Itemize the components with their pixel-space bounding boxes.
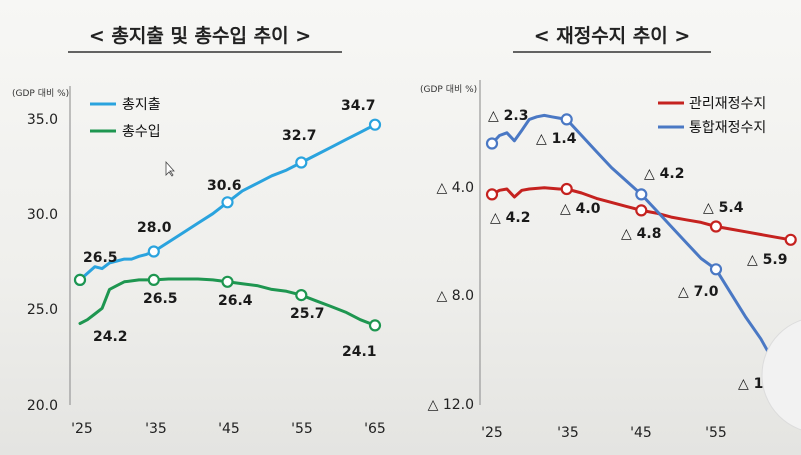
unit-label: (GDP 대비 %) — [12, 88, 69, 99]
data-label: 32.7 — [282, 128, 317, 144]
data-point-managed — [635, 204, 648, 217]
data-point-expenditure — [221, 196, 234, 209]
data-labels-expenditure: 26.5 28.0 30.6 32.7 34.7 — [83, 98, 376, 266]
series-line-managed — [490, 186, 793, 242]
data-point-managed — [485, 188, 499, 201]
x-axis: '25 '35 '45 '55 — [481, 425, 727, 441]
data-label: △ 1.4 — [536, 131, 577, 147]
x-tick-label: '45 — [630, 425, 652, 441]
series-line-revenue — [78, 277, 377, 327]
data-label: △ 2.3 — [488, 108, 528, 124]
data-label: 26.4 — [218, 293, 253, 309]
x-tick-label: '65 — [364, 421, 386, 437]
y-tick-label: 35.0 — [27, 112, 58, 128]
data-label: 24.2 — [93, 329, 128, 345]
overlay-circle — [761, 319, 801, 431]
data-label: △ 4.8 — [621, 226, 661, 242]
y-tick-label: 25.0 — [27, 302, 58, 318]
data-label: 34.7 — [341, 98, 376, 114]
data-label: 30.6 — [207, 178, 242, 194]
legend-label-expenditure: 총지출 — [122, 97, 161, 113]
data-label: 25.7 — [290, 306, 325, 322]
data-point-consolidated — [709, 263, 723, 276]
fiscal-balance-chart: < 재정수지 추이 > (GDP 대비 %) △ 4.0 △ 8.0 △ 12.… — [420, 25, 801, 441]
y-tick-label: △ 4.0 — [437, 180, 474, 196]
legend-label-consolidated: 통합재정수지 — [689, 120, 766, 136]
mouse-cursor-icon — [165, 160, 175, 177]
data-point-revenue — [368, 319, 382, 332]
series-total-expenditure — [73, 118, 382, 286]
data-point-revenue — [73, 273, 87, 286]
x-tick-label: '45 — [218, 421, 240, 437]
data-point-consolidated — [485, 137, 499, 150]
series-managed-balance — [485, 182, 797, 246]
data-label: △ 5.9 — [747, 252, 787, 268]
unit-label: (GDP 대비 %) — [420, 84, 477, 95]
chart-title: < 재정수지 추이 > — [534, 25, 691, 47]
y-axis: △ 4.0 △ 8.0 △ 12.0 — [428, 80, 481, 413]
legend-label-managed: 관리재정수지 — [689, 96, 766, 112]
data-point-expenditure — [295, 156, 308, 169]
x-tick-label: '55 — [291, 421, 313, 437]
y-tick-label: △ 12.0 — [428, 397, 474, 413]
data-label: 26.5 — [143, 291, 178, 307]
y-axis: 35.0 30.0 25.0 20.0 — [27, 86, 71, 414]
data-point-managed — [560, 182, 573, 196]
data-label: △ 5.4 — [703, 200, 744, 216]
data-point-expenditure — [368, 118, 382, 131]
series-total-revenue — [73, 273, 382, 332]
legend: 총지출 총수입 — [90, 97, 161, 140]
x-tick-label: '35 — [557, 425, 579, 441]
data-labels-managed: △ 4.2 △ 4.0 △ 4.8 △ 5.4 △ 5.9 — [490, 200, 787, 268]
data-point-consolidated — [560, 113, 573, 126]
data-label: 28.0 — [137, 220, 172, 236]
data-label: △ 7.0 — [678, 284, 719, 300]
data-labels-consolidated: △ 2.3 △ 1.4 △ 4.2 △ 7.0 △ 1 — [488, 108, 763, 392]
data-point-managed — [784, 233, 797, 246]
data-point-consolidated — [635, 188, 648, 201]
x-tick-label: '35 — [145, 421, 167, 437]
x-tick-label: '55 — [705, 425, 727, 441]
data-point-revenue — [295, 289, 308, 302]
data-point-expenditure — [147, 245, 160, 258]
data-label: △ 4.0 — [560, 201, 601, 217]
data-point-managed — [709, 220, 723, 233]
legend-label-revenue: 총수입 — [122, 124, 161, 140]
y-tick-label: 30.0 — [27, 207, 58, 223]
data-label: 24.1 — [342, 344, 377, 360]
data-label: △ 4.2 — [490, 210, 530, 226]
data-label: 26.5 — [83, 250, 118, 266]
chart-title: < 총지출 및 총수입 추이 > — [89, 25, 311, 47]
x-tick-label: '25 — [481, 425, 503, 441]
x-axis: '25 '35 '45 '55 '65 — [71, 421, 386, 437]
y-tick-label: 20.0 — [27, 398, 58, 414]
data-point-revenue — [147, 273, 160, 286]
y-tick-label: △ 8.0 — [437, 288, 474, 304]
series-consolidated-balance — [485, 113, 770, 354]
data-label: △ 4.2 — [644, 166, 684, 182]
data-point-revenue — [221, 275, 234, 288]
legend: 관리재정수지 통합재정수지 — [658, 96, 766, 136]
series-line-expenditure — [78, 123, 377, 282]
data-labels-revenue: 24.2 26.5 26.4 25.7 24.1 — [93, 291, 377, 360]
expenditure-revenue-chart: < 총지출 및 총수입 추이 > (GDP 대비 %) 35.0 30.0 25… — [12, 25, 386, 437]
x-tick-label: '25 — [71, 421, 93, 437]
data-label: △ 1 — [738, 376, 763, 392]
